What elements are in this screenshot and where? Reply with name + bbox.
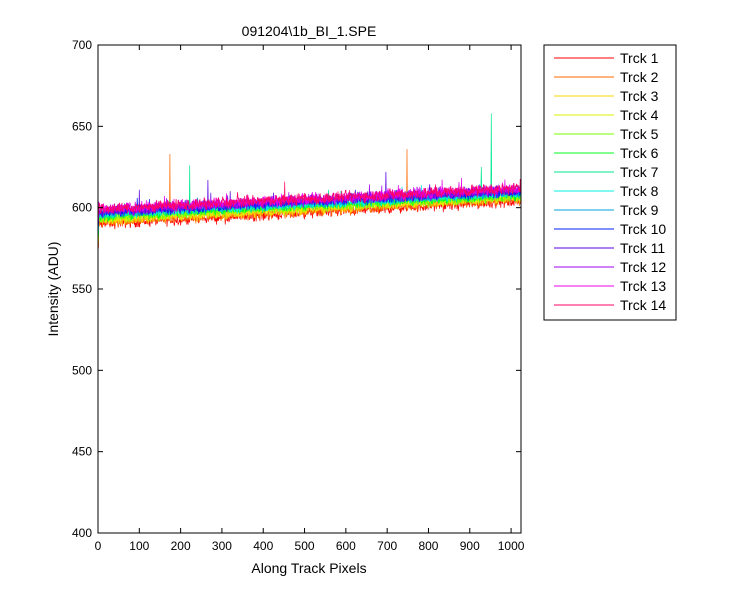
x-tick-label: 200 bbox=[171, 539, 191, 553]
x-tick-label: 500 bbox=[295, 539, 315, 553]
legend-label: Trck 14 bbox=[620, 297, 666, 313]
tick-layer: 0 100 200 300 400 500 600 700 800 900 1000 400 450 50… bbox=[72, 38, 525, 553]
legend-label: Trck 7 bbox=[620, 164, 659, 180]
chart-title: 091204\1b_BI_1.SPE bbox=[242, 23, 377, 39]
y-axis-label: Intensity (ADU) bbox=[45, 242, 61, 337]
series-layer bbox=[98, 113, 522, 249]
legend-label: Trck 10 bbox=[620, 221, 666, 237]
y-tick-label: 650 bbox=[72, 119, 92, 133]
x-tick-label: 400 bbox=[253, 539, 273, 553]
x-tick-label: 1000 bbox=[498, 539, 525, 553]
y-tick-label: 400 bbox=[72, 526, 92, 540]
legend-label: Trck 12 bbox=[620, 259, 666, 275]
legend-label: Trck 3 bbox=[620, 88, 659, 104]
x-tick-label: 100 bbox=[129, 539, 149, 553]
legend-label: Trck 8 bbox=[620, 183, 659, 199]
series-line-trck-13 bbox=[98, 177, 522, 220]
legend-label: Trck 13 bbox=[620, 278, 666, 294]
legend-label: Trck 5 bbox=[620, 126, 659, 142]
legend-label: Trck 6 bbox=[620, 145, 659, 161]
legend-entries: Trck 1 Trck 2 Trck 3 Trck 4 Trck 5 Trck 6 Trck… bbox=[554, 50, 666, 313]
x-tick-label: 300 bbox=[212, 539, 232, 553]
x-tick-label: 0 bbox=[95, 539, 102, 553]
x-tick-label: 900 bbox=[460, 539, 480, 553]
legend-label: Trck 4 bbox=[620, 107, 659, 123]
plot-area bbox=[98, 45, 521, 533]
x-tick-label: 600 bbox=[336, 539, 356, 553]
x-tick-label: 800 bbox=[418, 539, 438, 553]
y-tick-label: 600 bbox=[72, 201, 92, 215]
y-tick-label: 550 bbox=[72, 282, 92, 296]
y-tick-label: 500 bbox=[72, 363, 92, 377]
y-tick-label: 700 bbox=[72, 38, 92, 52]
legend-box bbox=[543, 44, 677, 321]
legend-label: Trck 1 bbox=[620, 50, 659, 66]
series-line-trck-14 bbox=[98, 178, 522, 217]
x-axis-label: Along Track Pixels bbox=[251, 560, 366, 576]
legend: Trck 1 Trck 2 Trck 3 Trck 4 Trck 5 Trck 6 Trck… bbox=[543, 44, 677, 321]
legend-label: Trck 9 bbox=[620, 202, 659, 218]
y-tick-label: 450 bbox=[72, 445, 92, 459]
legend-label: Trck 11 bbox=[620, 240, 665, 256]
x-tick-label: 700 bbox=[377, 539, 397, 553]
plot-axes: 0 100 200 300 400 500 600 700 800 900 1000 400 450 50… bbox=[72, 38, 525, 553]
legend-label: Trck 2 bbox=[620, 69, 659, 85]
